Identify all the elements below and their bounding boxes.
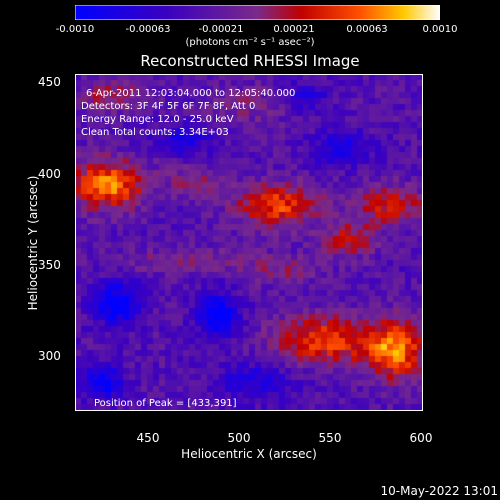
colorbar-units: (photons cm⁻² s⁻¹ asec⁻²): [185, 37, 315, 48]
detectors-label: Detectors: 3F 4F 5F 6F 7F 8F, Att 0: [81, 101, 256, 112]
colorbar: [75, 5, 440, 20]
plot-frame: [75, 74, 423, 411]
time-range-label: 6-Apr-2011 12:03:04.000 to 12:05:40.000: [86, 88, 296, 99]
x-tick-label: 550: [318, 431, 342, 445]
y-axis-label: Heliocentric Y (arcsec): [26, 175, 40, 311]
clean-counts-label: Clean Total counts: 3.34E+03: [81, 127, 229, 138]
x-axis-label: Heliocentric X (arcsec): [181, 447, 317, 461]
y-tick-label: 350: [38, 258, 61, 272]
colorbar-tick: 0.00021: [273, 24, 315, 35]
colorbar-tick: -0.00063: [125, 24, 171, 35]
x-tick-label: 500: [227, 431, 251, 445]
energy-range-label: Energy Range: 12.0 - 25.0 keV: [81, 114, 234, 125]
y-tick-label: 450: [38, 75, 61, 89]
colorbar-tick: -0.0010: [55, 24, 95, 35]
x-tick-label: 600: [409, 431, 433, 445]
chart-title: Reconstructed RHESSI Image: [140, 52, 360, 70]
render-timestamp: 10-May-2022 13:01: [380, 484, 498, 498]
colorbar-tick: 0.00063: [346, 24, 388, 35]
peak-position-label: Position of Peak = [433,391]: [94, 398, 237, 409]
rhessi-heatmap: [75, 74, 423, 411]
colorbar-tick: 0.0010: [422, 24, 458, 35]
y-tick-label: 400: [38, 167, 61, 181]
colorbar-tick: -0.00021: [198, 24, 244, 35]
x-tick-label: 450: [136, 431, 160, 445]
y-tick-label: 300: [38, 349, 61, 363]
